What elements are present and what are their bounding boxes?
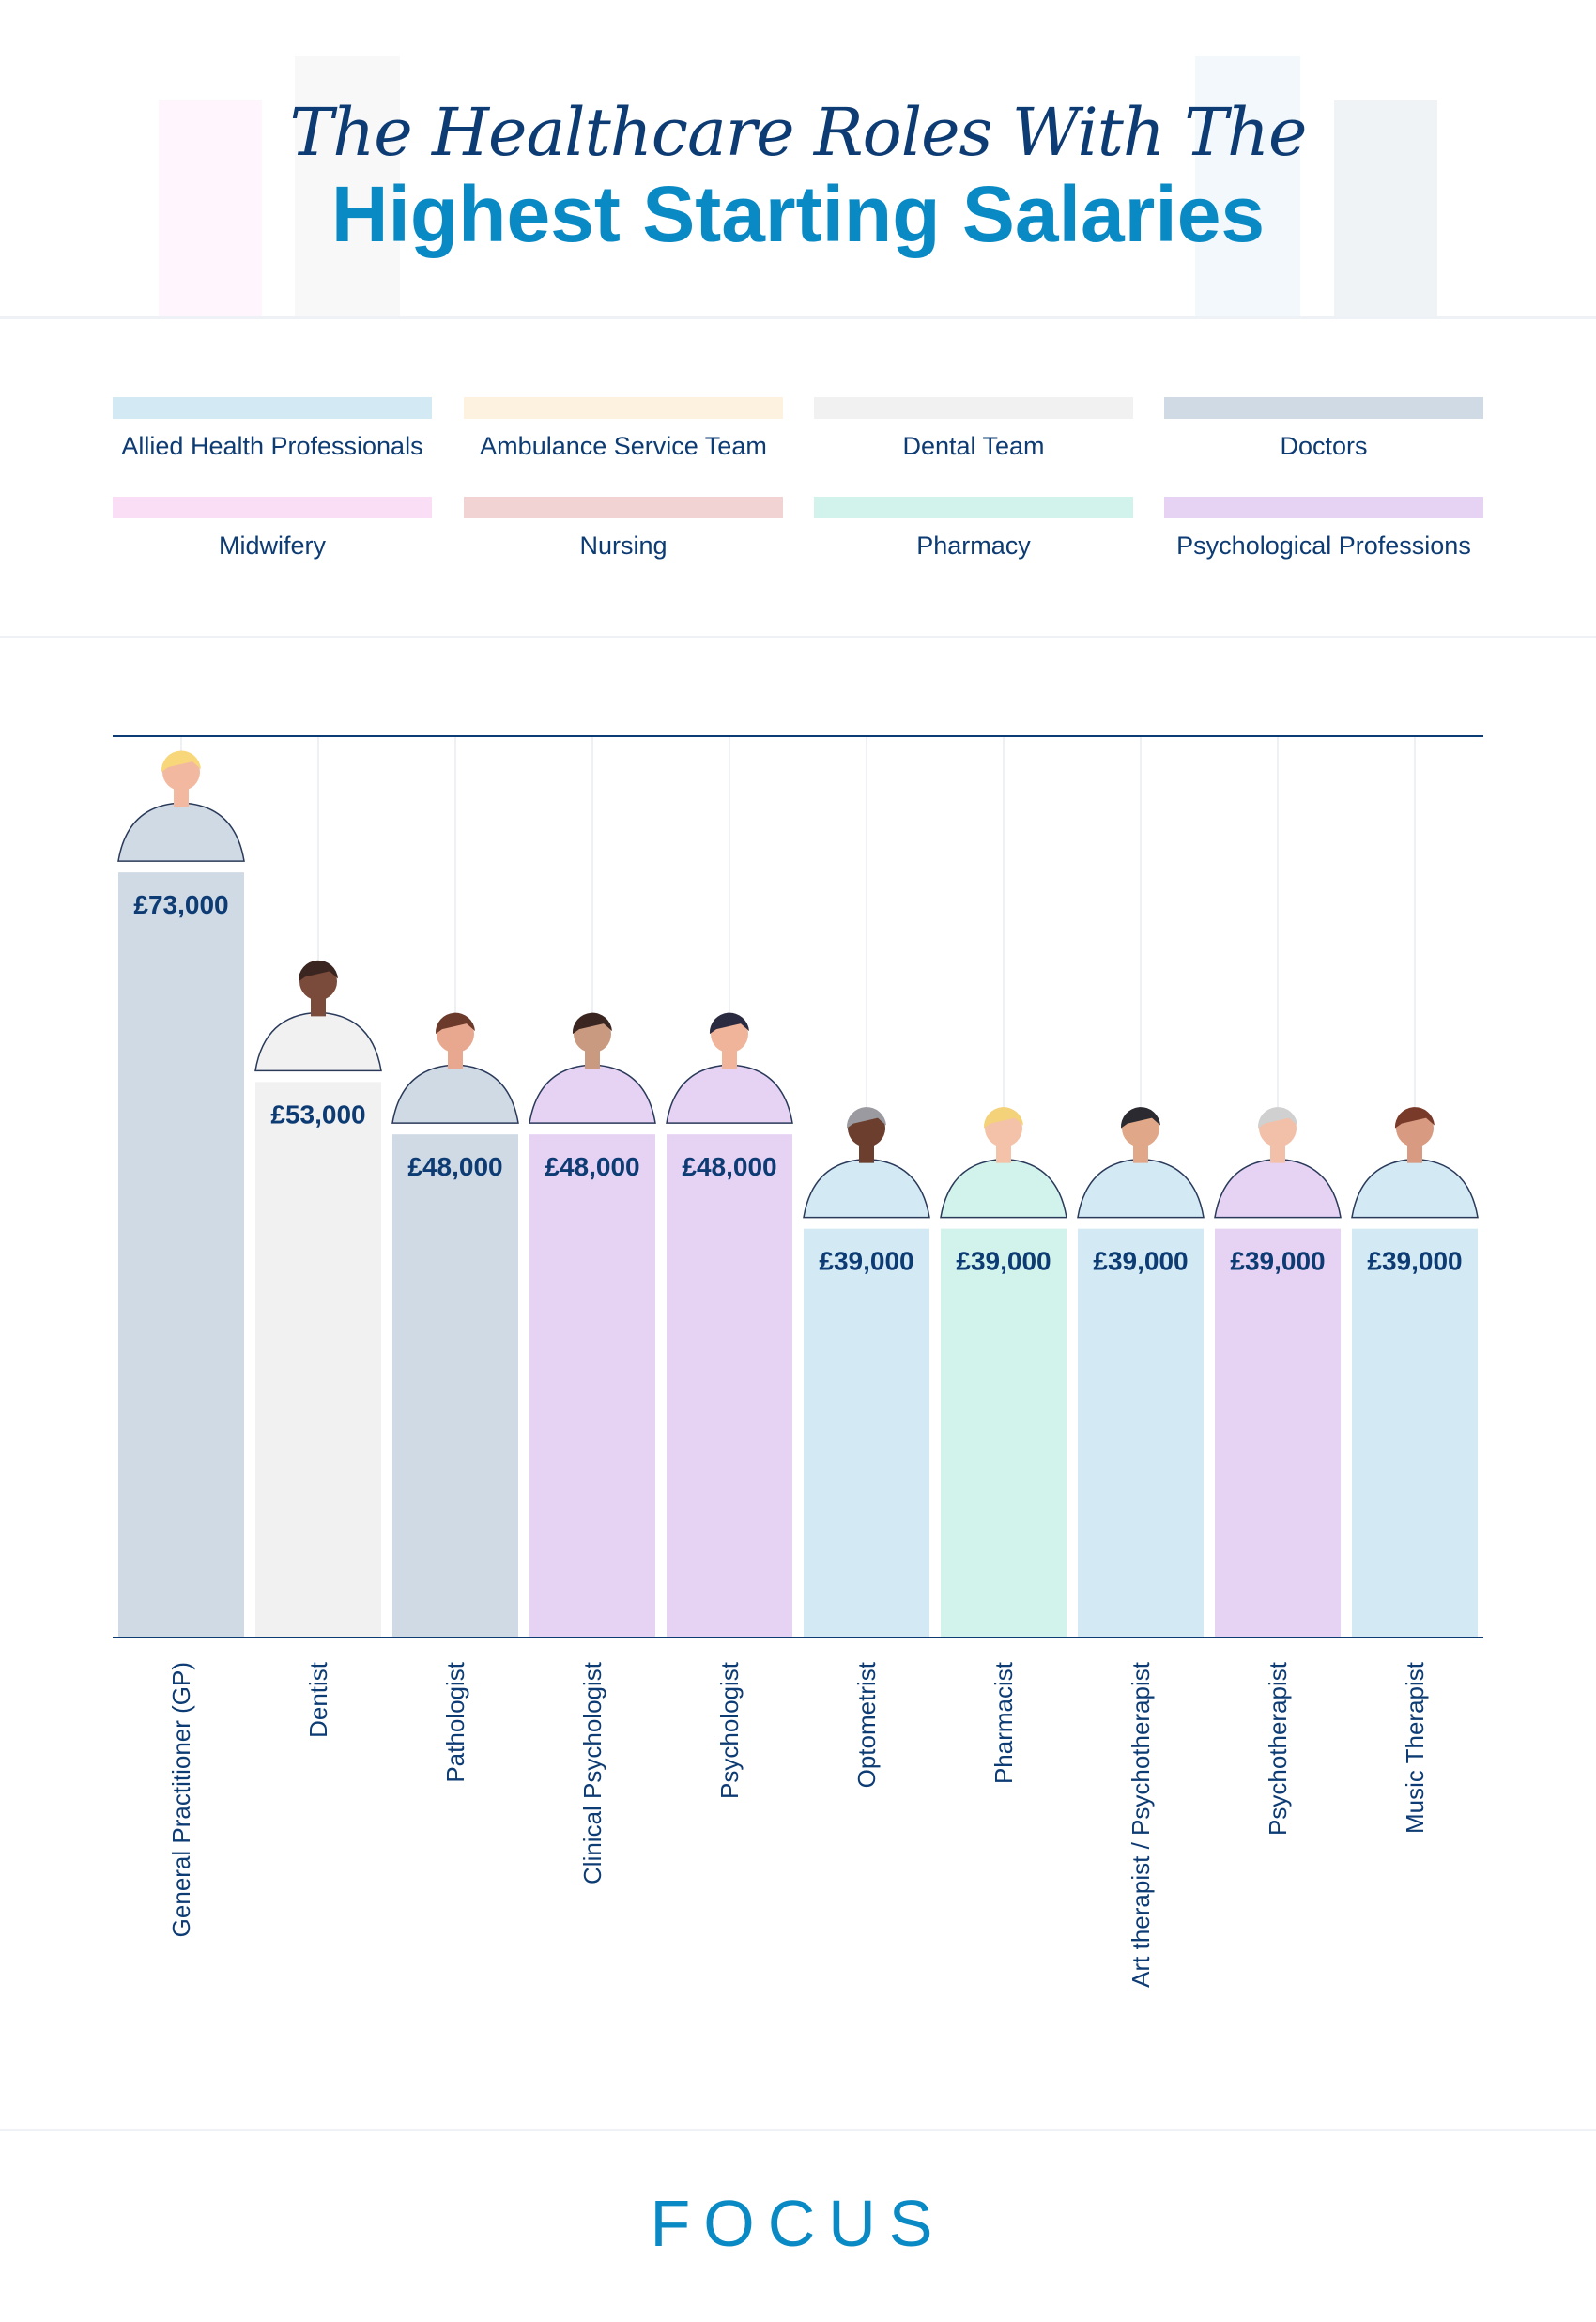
value-label: £39,000 xyxy=(1093,1247,1188,1276)
legend-item: Ambulance Service Team xyxy=(464,397,783,461)
legend-item: Pharmacy xyxy=(814,497,1133,561)
category-label: Dentist xyxy=(304,1661,332,1738)
legend-item: Psychological Professions xyxy=(1164,497,1483,561)
legend-swatch xyxy=(464,497,783,518)
person-illustration xyxy=(391,1012,519,1124)
category-label: Art therapist / Psychotherapist xyxy=(1127,1661,1155,1988)
legend-swatch xyxy=(113,397,432,419)
bar xyxy=(1215,1228,1341,1638)
value-label: £53,000 xyxy=(270,1099,365,1129)
legend-item: Dental Team xyxy=(814,397,1133,461)
bar xyxy=(118,872,244,1638)
legend-swatch xyxy=(814,497,1133,518)
bar-chart: £73,000 General Practitioner (GP) £53,000 D… xyxy=(113,735,1483,1988)
person-illustration xyxy=(254,960,382,1072)
legend-item: Allied Health Professionals xyxy=(113,397,432,461)
legend-label: Allied Health Professionals xyxy=(121,432,423,460)
legend-label: Ambulance Service Team xyxy=(480,432,767,460)
legend-swatch xyxy=(464,397,783,419)
legend-label: Doctors xyxy=(1280,432,1368,460)
value-label: £48,000 xyxy=(407,1152,502,1181)
legend-swatch xyxy=(1164,497,1483,518)
value-label: £39,000 xyxy=(956,1247,1051,1276)
person-illustration xyxy=(117,750,245,862)
legend-label: Midwifery xyxy=(218,531,326,560)
title-line-1: The Healthcare Roles With The xyxy=(289,94,1308,171)
person-illustration xyxy=(529,1012,656,1124)
category-label: Pathologist xyxy=(441,1661,469,1782)
bar xyxy=(529,1134,655,1638)
value-label: £48,000 xyxy=(682,1152,776,1181)
legend-item: Nursing xyxy=(464,497,783,561)
decorative-bar xyxy=(1195,56,1300,316)
value-label: £39,000 xyxy=(819,1247,913,1276)
category-label: Pharmacist xyxy=(990,1661,1018,1784)
bar xyxy=(667,1134,792,1638)
title-line-2: Highest Starting Salaries xyxy=(330,170,1266,258)
bar xyxy=(804,1228,929,1638)
person-illustration xyxy=(1077,1107,1205,1219)
legend-swatch xyxy=(1164,397,1483,419)
value-label: £39,000 xyxy=(1230,1247,1325,1276)
person-illustration xyxy=(1351,1107,1479,1219)
legend-item: Midwifery xyxy=(113,497,432,561)
category-label: Optometrist xyxy=(852,1661,881,1788)
bar xyxy=(941,1228,1067,1638)
legend-label: Psychological Professions xyxy=(1176,531,1471,560)
category-label: Psychotherapist xyxy=(1264,1661,1292,1836)
value-label: £73,000 xyxy=(133,890,228,919)
divider xyxy=(0,636,1596,638)
value-label: £48,000 xyxy=(545,1152,639,1181)
legend-swatch xyxy=(113,497,432,518)
person-illustration xyxy=(803,1107,930,1219)
person-illustration xyxy=(1214,1107,1342,1219)
category-label: Music Therapist xyxy=(1401,1661,1429,1834)
legend-swatch xyxy=(814,397,1133,419)
category-label: Psychologist xyxy=(715,1661,744,1799)
decorative-bar xyxy=(1334,100,1437,316)
legend-label: Nursing xyxy=(579,531,668,560)
focus-logo: FOCUS xyxy=(650,2187,946,2260)
category-label: General Practitioner (GP) xyxy=(167,1662,195,1937)
bar xyxy=(255,1082,381,1638)
legend-label: Pharmacy xyxy=(916,531,1031,560)
bar xyxy=(1352,1228,1478,1638)
category-label: Clinical Psychologist xyxy=(578,1661,606,1884)
legend-label: Dental Team xyxy=(902,432,1045,460)
bar xyxy=(1078,1228,1204,1638)
decorative-bar xyxy=(159,100,262,316)
bar xyxy=(392,1134,518,1638)
divider xyxy=(0,316,1596,319)
person-illustration xyxy=(940,1107,1067,1219)
legend-item: Doctors xyxy=(1164,397,1483,461)
person-illustration xyxy=(666,1012,793,1124)
divider xyxy=(0,2129,1596,2131)
decorative-bar xyxy=(295,56,400,316)
value-label: £39,000 xyxy=(1367,1247,1462,1276)
